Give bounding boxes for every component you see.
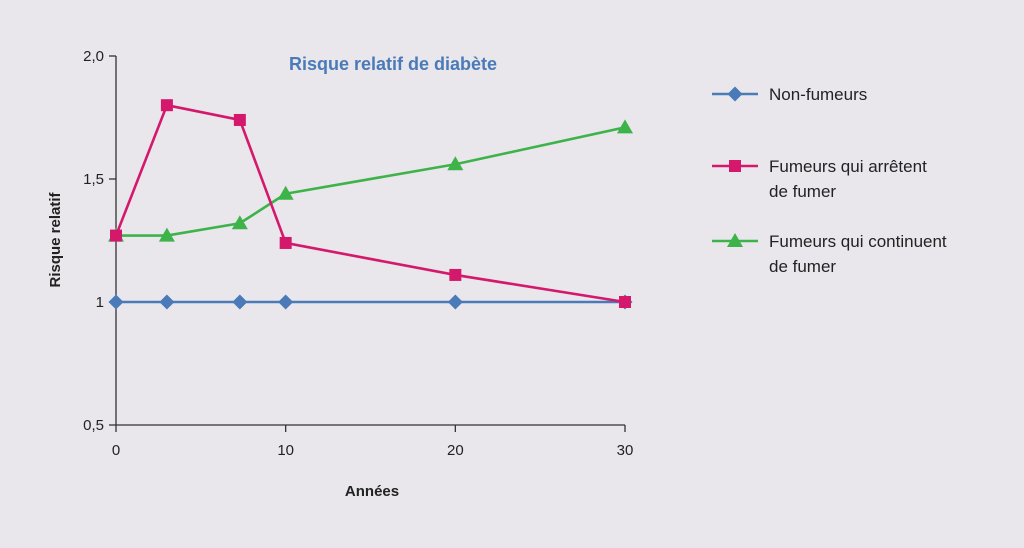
data-point: [160, 99, 173, 112]
series-line: [116, 126, 626, 237]
legend-marker: [727, 233, 743, 247]
data-point: [449, 268, 462, 281]
legend-marker: [727, 86, 743, 102]
data-point: [159, 294, 175, 310]
y-tick-label: 0,5: [83, 417, 104, 434]
data-point: [447, 156, 464, 171]
x-tick-label: 0: [112, 442, 120, 459]
series-3: [108, 119, 633, 242]
axes: 0,5 1 1,5 2,0 0 10 20 30: [83, 48, 633, 459]
data-point: [232, 294, 248, 310]
legend-label: Fumeurs qui arrêtent: [769, 157, 927, 176]
data-point: [279, 236, 292, 249]
legend-label: de fumer: [769, 182, 836, 201]
y-tick-label: 2,0: [83, 48, 104, 65]
series-1: [108, 294, 633, 310]
legend-entry-2: Fumeurs qui arrêtent de fumer: [712, 157, 927, 201]
x-tick-label: 10: [277, 442, 294, 459]
data-point: [110, 229, 122, 242]
y-tick-label: 1,5: [83, 171, 104, 188]
data-point: [278, 294, 294, 310]
legend-label: de fumer: [769, 257, 836, 276]
series-2: [110, 99, 631, 308]
legend-label: Fumeurs qui continuent: [769, 232, 947, 251]
data-point: [619, 296, 631, 308]
data-point: [277, 185, 294, 200]
y-tick-label: 1: [96, 294, 104, 311]
data-point: [617, 119, 633, 134]
x-tick-label: 30: [617, 442, 634, 459]
legend-entry-1: Non-fumeurs: [712, 85, 867, 104]
x-axis-title: Années: [345, 483, 399, 500]
series-layer: [108, 99, 633, 310]
series-line: [114, 103, 626, 304]
legend-entry-3: Fumeurs qui continuent de fumer: [712, 232, 947, 276]
y-axis-title: Risque relatif: [47, 191, 64, 287]
data-point: [231, 215, 248, 230]
legend-label: Non-fumeurs: [769, 85, 867, 104]
data-point: [108, 294, 124, 310]
data-point: [447, 294, 463, 310]
data-point: [233, 113, 246, 126]
legend-marker: [729, 160, 741, 172]
chart-title: Risque relatif de diabète: [289, 54, 497, 74]
data-point: [158, 227, 175, 242]
x-tick-label: 20: [447, 442, 464, 459]
